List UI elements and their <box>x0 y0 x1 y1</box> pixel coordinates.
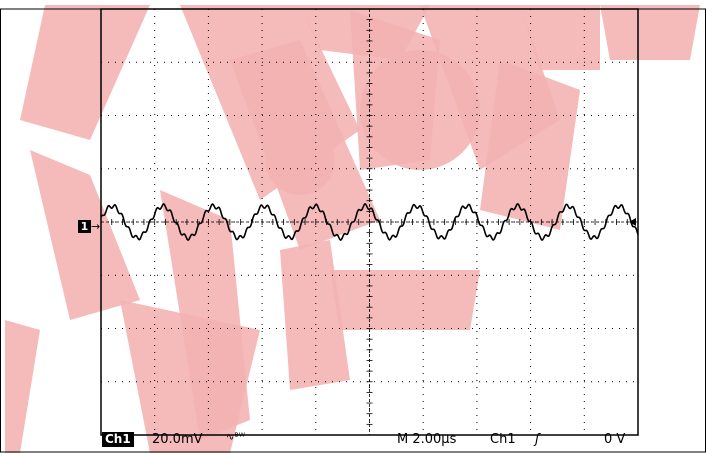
trigger-source: Ch1 <box>490 432 516 447</box>
ground-level-marker: 1 → <box>78 220 100 233</box>
signal-trace <box>100 203 639 242</box>
watermark-shape <box>280 240 350 390</box>
volts-per-div: 20.0mV <box>152 432 203 447</box>
watermark-shape <box>600 5 700 60</box>
trigger-arrow <box>629 218 636 226</box>
timebase: M 2.00µs <box>397 432 457 447</box>
watermark-shape <box>480 60 580 230</box>
marker-label: 1 <box>78 220 91 233</box>
watermark-shape <box>360 50 480 170</box>
channel-tag: Ch1 <box>102 432 134 447</box>
trigger-marker-icon <box>629 218 636 226</box>
watermark-shape <box>520 5 600 70</box>
bandwidth-icon: ∿ᴮᵂ <box>226 432 245 443</box>
watermark-shape <box>5 320 40 453</box>
watermark-shape <box>30 150 140 320</box>
trigger-slope-icon: ʃ <box>535 432 540 447</box>
trigger-level: 0 V <box>604 432 626 447</box>
watermark-shape <box>265 125 335 195</box>
watermark-shape <box>160 190 250 440</box>
center-axes <box>100 8 639 436</box>
arrow-right-icon: → <box>91 220 101 233</box>
watermark-shape <box>20 5 150 140</box>
watermark-shape <box>330 270 480 330</box>
